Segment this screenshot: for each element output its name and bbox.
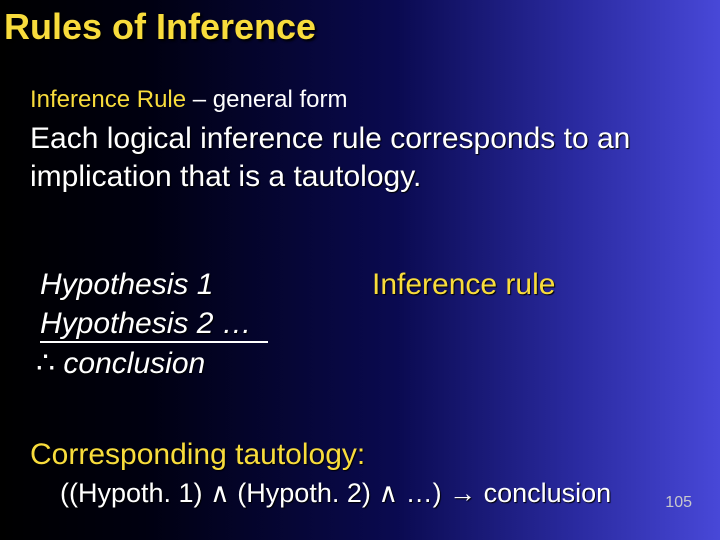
hypothesis-1: Hypothesis 1 xyxy=(40,268,213,302)
body-text: Each logical inference rule corresponds … xyxy=(30,120,700,195)
slide-title: Rules of Inference xyxy=(4,6,316,48)
slide: Rules of Inference Inference Rule – gene… xyxy=(0,0,720,540)
therefore-symbol: ∴ xyxy=(36,347,55,380)
subtitle: Inference Rule – general form xyxy=(30,86,348,114)
conclusion-word: conclusion xyxy=(55,347,205,380)
subtitle-highlight: Inference Rule xyxy=(30,86,186,113)
tautology-expression: ((Hypoth. 1) ∧ (Hypoth. 2) ∧ …) → conclu… xyxy=(60,478,611,509)
page-number: 105 xyxy=(665,494,692,512)
hypothesis-2: Hypothesis 2 … xyxy=(40,307,268,343)
hypothesis-2-block: Hypothesis 2 … xyxy=(40,307,268,343)
conclusion-line: ∴ conclusion xyxy=(36,346,205,381)
inference-line xyxy=(40,341,268,343)
corresponding-tautology-label: Corresponding tautology: xyxy=(30,438,365,472)
subtitle-rest: – general form xyxy=(186,86,347,113)
inference-rule-label: Inference rule xyxy=(372,268,555,302)
